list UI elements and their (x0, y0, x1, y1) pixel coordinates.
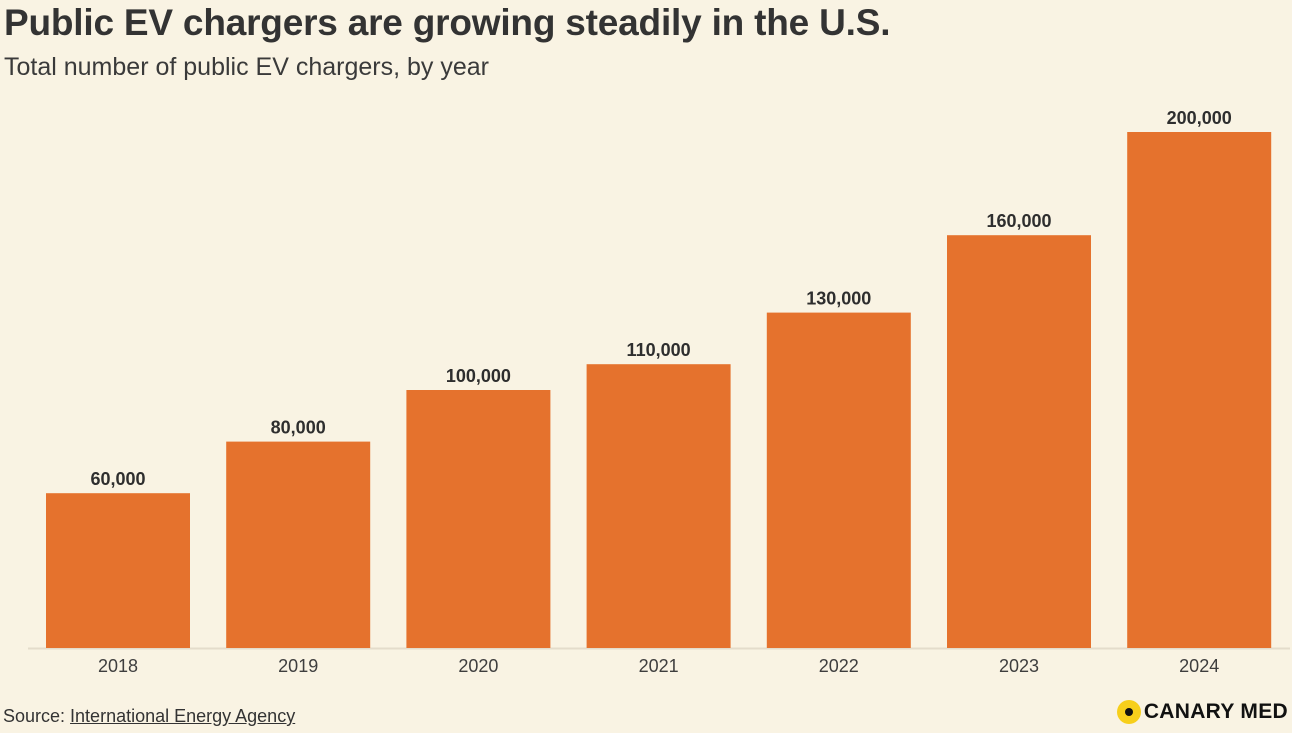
data-label-2024: 200,000 (1167, 108, 1232, 128)
brand-name: CANARY MED (1143, 700, 1288, 723)
x-tick-label-2018: 2018 (98, 656, 138, 676)
source-note: Source: International Energy Agency (3, 706, 295, 727)
x-tick-label-2022: 2022 (819, 656, 859, 676)
data-label-2019: 80,000 (271, 418, 326, 438)
x-tick-label-2020: 2020 (458, 656, 498, 676)
bar-2023 (947, 235, 1091, 648)
data-label-2023: 160,000 (986, 211, 1051, 231)
bar-2019 (226, 441, 371, 648)
bar-2021 (586, 364, 731, 648)
canary-logo-icon (1116, 700, 1141, 724)
chart-title: Public EV chargers are growing steadily … (4, 2, 891, 43)
brand-logo: CANARY MED (1116, 700, 1288, 724)
source-link[interactable]: International Energy Agency (70, 706, 296, 726)
data-label-2020: 100,000 (446, 366, 511, 386)
bar-2018 (46, 493, 190, 648)
chart-subtitle: Total number of public EV chargers, by y… (4, 53, 489, 81)
x-tick-label-2024: 2024 (1179, 656, 1219, 676)
bar-2024 (1127, 132, 1272, 648)
x-tick-label-2019: 2019 (278, 656, 318, 676)
data-label-2018: 60,000 (90, 469, 145, 489)
bar-2022 (766, 312, 911, 648)
x-tick-label-2023: 2023 (999, 656, 1039, 676)
bar-2020 (406, 390, 551, 648)
data-label-2021: 110,000 (627, 340, 691, 360)
source-prefix: Source: (3, 706, 71, 726)
data-label-2022: 130,000 (806, 289, 871, 309)
x-tick-label-2021: 2021 (639, 656, 679, 676)
